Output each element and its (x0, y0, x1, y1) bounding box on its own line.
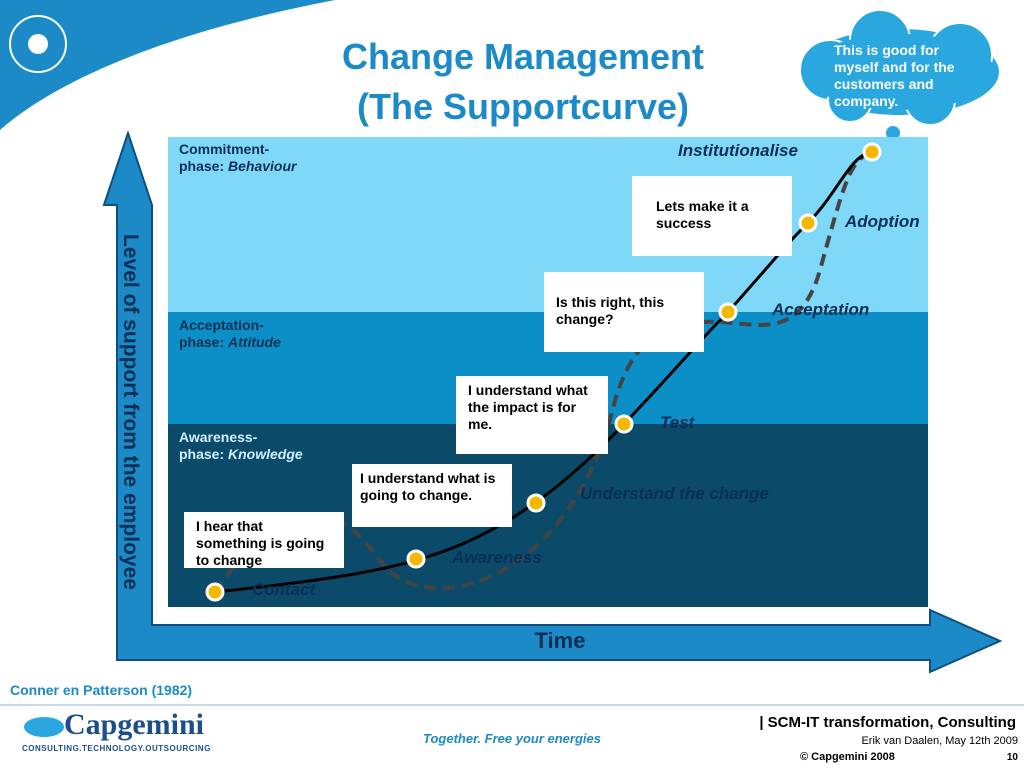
title-line: (The Supportcurve) (356, 86, 689, 127)
logo-subtext: CONSULTING.TECHNOLOGY.OUTSOURCING (22, 744, 211, 753)
phase-focus: Knowledge (228, 446, 303, 462)
logo-text: Capgemini (64, 708, 205, 741)
phase-label: Commitment-phase: Behaviour (179, 141, 296, 175)
stage-label: Contact (252, 580, 316, 599)
phase-name: phase: (179, 158, 225, 174)
copyright: © Capgemini 2008 (800, 751, 895, 763)
quote-box: I understand what is going to change. (352, 464, 512, 527)
stage-points (205, 142, 882, 602)
phase-label: Acceptation-phase: Attitude (179, 317, 281, 351)
quote-box: Lets make it a success (632, 176, 792, 256)
stage-label: Understand the change (580, 484, 769, 503)
quote-box: I understand what the impact is for me. (456, 376, 608, 454)
stage-label: Test (660, 413, 695, 432)
phase-name: Awareness- (179, 429, 258, 445)
source-note: Conner en Patterson (1982) (10, 682, 193, 698)
y-axis-label: Level of support from the employee (119, 234, 142, 590)
page-number: 10 (1006, 752, 1018, 763)
author: Erik van Daalen, May 12th 2009 (861, 735, 1018, 747)
x-axis-label: Time (534, 628, 586, 653)
stage-label: Awareness (452, 548, 542, 567)
stage-label: Adoption (845, 212, 920, 231)
phase-focus: Behaviour (228, 158, 297, 174)
footer-logo-mark (24, 717, 64, 737)
quote-box: I hear that something is going to change (184, 512, 344, 568)
phase-name: phase: (179, 446, 225, 462)
axes-arrow (102, 129, 1003, 674)
phase-name: Commitment- (179, 141, 270, 157)
thought-cloud (799, 9, 1001, 159)
phase-label: Awareness-phase: Knowledge (179, 429, 303, 463)
title: Change Management (The Supportcurve) (260, 32, 786, 132)
phase-focus: Attitude (228, 334, 281, 350)
project-name: | SCM-IT transformation, Consulting (759, 714, 1016, 731)
dashed-curve (213, 150, 873, 594)
phase-name: phase: (179, 334, 225, 350)
thought-text: This is good for myself and for the cust… (834, 42, 955, 109)
stage-label: Acceptation (772, 300, 870, 319)
title-line: Change Management (341, 36, 705, 77)
stage-label: Institutionalise (678, 141, 798, 160)
phase-name: Acceptation- (179, 317, 264, 333)
badge-logo-center (28, 34, 48, 54)
tagline: Together. Free your energies (423, 731, 601, 746)
quote-box: Is this right, this change? (544, 272, 704, 352)
header-swoosh (0, 0, 335, 130)
